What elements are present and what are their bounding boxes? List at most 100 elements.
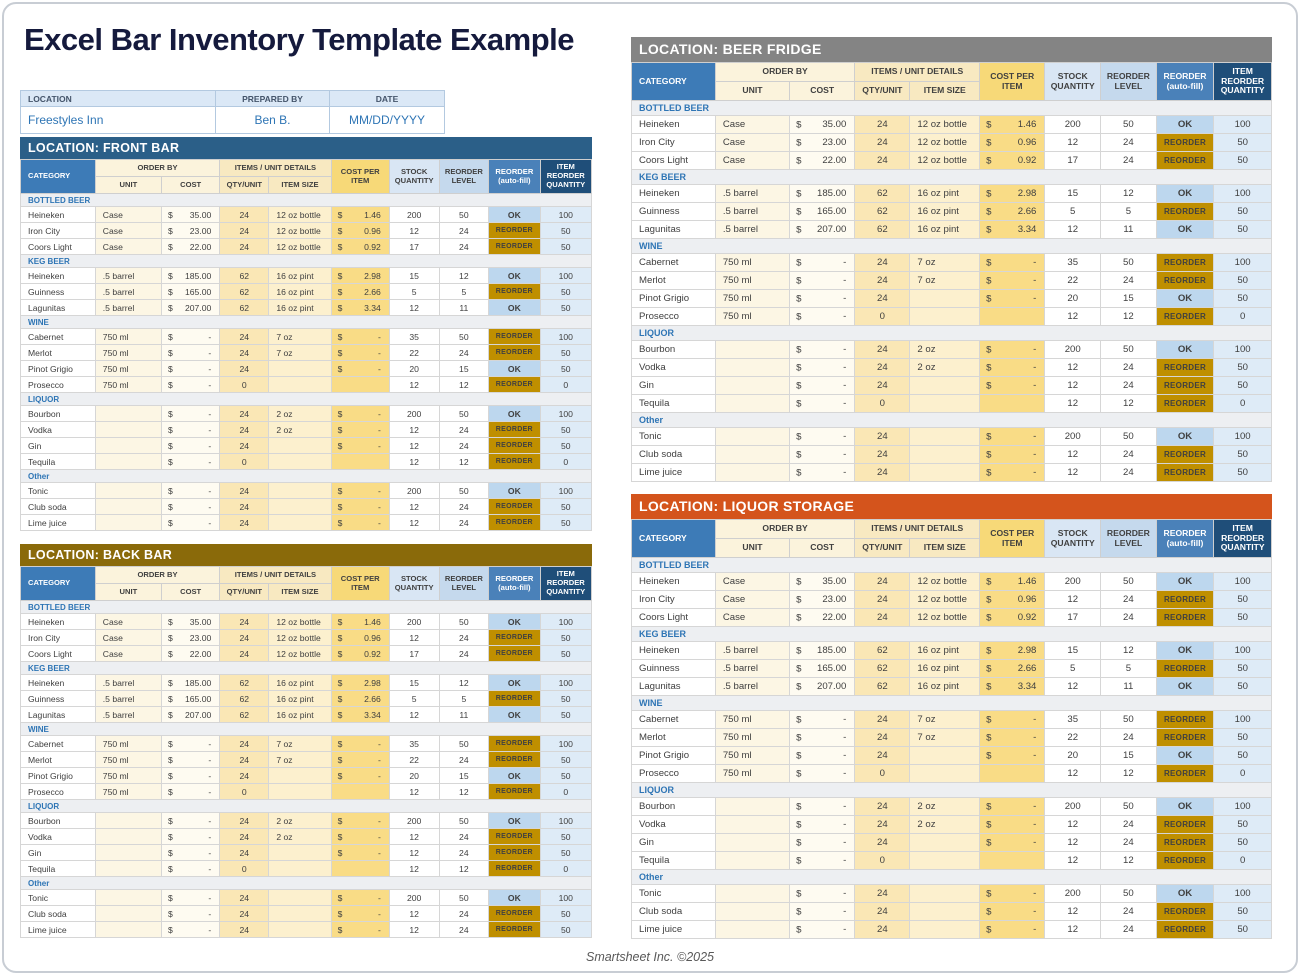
reorder-level-cell: 24 xyxy=(438,498,490,515)
cost-cell: $35.00 xyxy=(161,206,221,223)
cost-cell: $ - xyxy=(789,764,856,783)
unit-cell: Case xyxy=(714,115,791,134)
cost-cell: $ - xyxy=(161,767,221,784)
item-size-cell: 12 oz bottle xyxy=(909,151,981,170)
unit-cell: Case xyxy=(94,613,163,630)
stock-quantity-cell: 35 xyxy=(1044,710,1102,729)
cost-per-item-cell: $ - xyxy=(330,421,390,438)
item-size-cell xyxy=(909,463,981,482)
unit-cell: .5 barrel xyxy=(714,677,791,696)
unit-cell: .5 barrel xyxy=(94,690,163,707)
cost-per-item-cell xyxy=(979,394,1046,413)
table-row: Merlot 750 ml $ -24 7 oz $ -22 24 REORDER 50 xyxy=(631,271,1272,290)
item-reorder-qty-cell: 50 xyxy=(1213,815,1272,834)
qty-per-unit-cell: 0 xyxy=(854,851,911,870)
reorder-status-cell: OK xyxy=(1155,184,1215,203)
item-reorder-qty-cell: 50 xyxy=(1213,271,1272,290)
reorder-status-cell: OK xyxy=(1155,884,1215,903)
table-row: Vodka $ -24 2 oz $ -12 24 REORDER 50 xyxy=(631,815,1272,834)
item-size-cell xyxy=(909,833,981,852)
reorder-status-cell: REORDER xyxy=(1155,253,1215,272)
unit-cell xyxy=(714,340,791,359)
item-size-cell: 7 oz xyxy=(268,344,332,361)
qty-per-unit-cell: 24 xyxy=(854,710,911,729)
reorder-level-cell: 50 xyxy=(1100,572,1157,591)
section-label: Other xyxy=(20,469,592,483)
unit-cell: .5 barrel xyxy=(714,220,791,239)
cost-per-item-cell: $ - xyxy=(330,767,390,784)
reorder-level-cell: 24 xyxy=(1100,920,1157,939)
section-header-row: BOTTLED BEER xyxy=(20,600,592,614)
cost-cell: $207.00 xyxy=(789,220,856,239)
item-size-cell: 12 oz bottle xyxy=(268,613,332,630)
item-size-cell: 2 oz xyxy=(268,812,332,829)
cost-cell: $ - xyxy=(161,828,221,845)
section-label: KEG BEER xyxy=(631,626,1272,642)
item-name-cell: Tonic xyxy=(631,884,716,903)
reorder-status-cell: OK xyxy=(488,206,541,223)
stock-quantity-cell: 12 xyxy=(388,421,440,438)
section-label: Other xyxy=(631,869,1272,885)
item-reorder-qty-cell: 50 xyxy=(1213,376,1272,395)
item-reorder-qty-cell: 100 xyxy=(1213,184,1272,203)
reorder-status-cell: REORDER xyxy=(488,844,541,861)
cost-per-item-cell: $1.46 xyxy=(330,613,390,630)
reorder-level-cell: 50 xyxy=(438,482,490,499)
reorder-level-cell: 50 xyxy=(1100,710,1157,729)
cost-cell: $185.00 xyxy=(789,641,856,660)
item-name-cell: Pinot Grigio xyxy=(631,289,716,308)
unit-cell xyxy=(714,797,791,816)
reorder-level-cell: 15 xyxy=(1100,289,1157,308)
reorder-status-cell: REORDER xyxy=(488,238,541,255)
section-header-row: LIQUOR xyxy=(631,325,1272,341)
item-reorder-qty-cell: 50 xyxy=(539,498,593,515)
qty-per-unit-cell: 24 xyxy=(219,360,270,377)
stock-quantity-cell: 12 xyxy=(1044,376,1102,395)
cost-per-item-cell: $ - xyxy=(979,833,1046,852)
section-label: BOTTLED BEER xyxy=(631,557,1272,573)
cost-per-item-cell xyxy=(979,764,1046,783)
reorder-status-cell: REORDER xyxy=(488,783,541,800)
table-row: Guinness .5 barrel $165.00 62 16 oz pint $2.6… xyxy=(631,659,1272,678)
item-name-cell: Vodka xyxy=(20,828,96,845)
reorder-status-cell: REORDER xyxy=(1155,833,1215,852)
item-name-cell: Heineken xyxy=(631,572,716,591)
qty-per-unit-cell: 62 xyxy=(219,674,270,691)
reorder-level-cell: 50 xyxy=(1100,115,1157,134)
item-name-cell: Lagunitas xyxy=(20,706,96,723)
reorder-status-cell: OK xyxy=(1155,572,1215,591)
item-name-cell: Pinot Grigio xyxy=(631,746,716,765)
item-reorder-qty-cell: 0 xyxy=(1213,764,1272,783)
reorder-status-cell: OK xyxy=(1155,427,1215,446)
unit-cell: 750 ml xyxy=(714,728,791,747)
unit-cell xyxy=(94,828,163,845)
item-reorder-qty-cell: 50 xyxy=(539,905,593,922)
info-date-label: DATE xyxy=(329,90,445,107)
reorder-status-cell: REORDER xyxy=(488,690,541,707)
item-size-cell: 16 oz pint xyxy=(268,283,332,300)
item-size-cell xyxy=(268,514,332,531)
unit-cell: .5 barrel xyxy=(94,674,163,691)
unit-cell xyxy=(714,884,791,903)
reorder-status-cell: REORDER xyxy=(1155,202,1215,221)
item-name-cell: Lagunitas xyxy=(631,677,716,696)
table-title: LOCATION: BEER FRIDGE xyxy=(639,41,822,57)
item-size-cell: 12 oz bottle xyxy=(909,133,981,152)
table-title-bar: LOCATION: BEER FRIDGE xyxy=(631,37,1272,62)
stock-quantity-cell: 12 xyxy=(1044,133,1102,152)
stock-quantity-cell: 12 xyxy=(1044,590,1102,609)
reorder-status-cell: OK xyxy=(1155,797,1215,816)
cost-per-item-cell: $ - xyxy=(979,358,1046,377)
unit-cell: .5 barrel xyxy=(714,641,791,660)
cost-cell: $ - xyxy=(161,498,221,515)
section-label: WINE xyxy=(20,722,592,736)
item-name-cell: Pinot Grigio xyxy=(20,767,96,784)
stock-quantity-cell: 35 xyxy=(388,328,440,345)
unit-cell: 750 ml xyxy=(94,751,163,768)
cost-per-item-cell xyxy=(330,453,390,470)
item-size-cell xyxy=(909,307,981,326)
beer-fridge-table: LOCATION: BEER FRIDGE CATEGORY ORDER BY … xyxy=(631,37,1272,482)
section-label: BOTTLED BEER xyxy=(20,600,592,614)
section-label: KEG BEER xyxy=(631,169,1272,185)
table-row: Iron City Case $23.00 24 12 oz bottle $0.96 12… xyxy=(20,222,593,239)
